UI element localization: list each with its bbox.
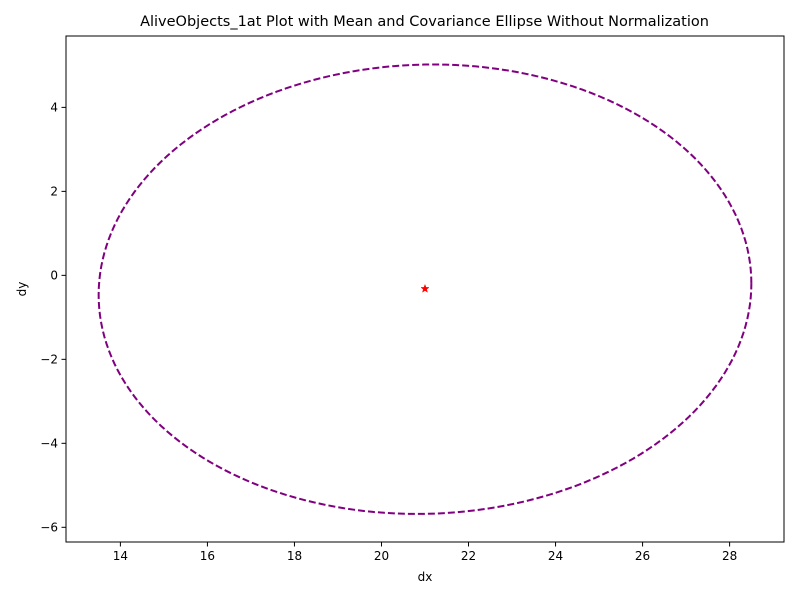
y-axis-label: dy (15, 282, 29, 297)
y-tick-label: 2 (50, 185, 58, 199)
x-tick-label: 22 (461, 549, 476, 563)
x-tick-label: 14 (113, 549, 128, 563)
y-tick-label: 0 (50, 269, 58, 283)
y-tick-label: −6 (40, 521, 58, 535)
y-tick-label: −4 (40, 437, 58, 451)
chart-title: AliveObjects_1at Plot with Mean and Cova… (140, 14, 709, 30)
y-ticks: −6 −4 −2 0 2 4 (40, 101, 66, 535)
x-tick-label: 26 (635, 549, 650, 563)
x-tick-label: 20 (374, 549, 389, 563)
x-axis-label: dx (418, 570, 433, 584)
x-tick-label: 18 (287, 549, 302, 563)
covariance-ellipse (97, 63, 753, 515)
plot-layer (97, 63, 753, 515)
x-tick-label: 28 (722, 549, 737, 563)
plot-frame (65, 35, 785, 543)
x-tick-label: 24 (548, 549, 563, 563)
x-tick-label: 16 (200, 549, 215, 563)
mean-marker (420, 283, 430, 293)
x-ticks: 14 16 18 20 22 24 26 28 (113, 542, 737, 563)
y-tick-label: −2 (40, 353, 58, 367)
y-tick-label: 4 (50, 101, 58, 115)
